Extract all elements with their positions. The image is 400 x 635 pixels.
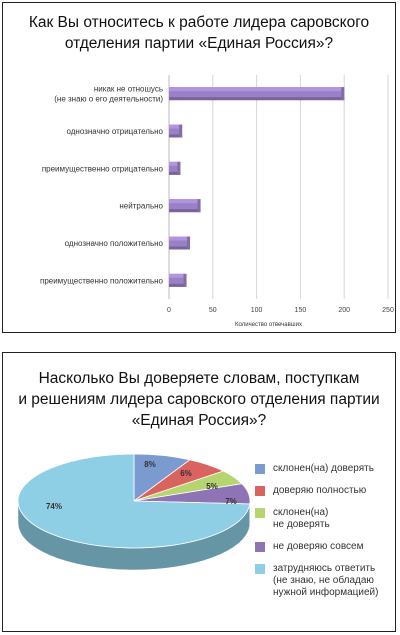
bar-highlight (169, 273, 187, 278)
bar-end-cap (179, 124, 183, 138)
x-tick-label: 200 (338, 307, 350, 314)
x-tick-label: 150 (295, 307, 307, 314)
bar-end-cap (197, 199, 201, 213)
bar-shadow (169, 283, 187, 287)
x-axis-label: Количество отвечавших (235, 322, 302, 328)
bar (169, 124, 183, 138)
legend-label-line: доверяю полностью (273, 485, 367, 496)
bar-end-cap (177, 161, 181, 175)
category-label: однозначно положительно (65, 239, 164, 248)
pie-tops (17, 453, 251, 549)
bar-highlight (169, 161, 181, 166)
bar-face (169, 161, 181, 175)
pie-value-label: 7% (225, 497, 237, 506)
legend-label: доверяю полностью (273, 485, 366, 497)
legend-swatch (255, 464, 265, 474)
x-tick-label: 250 (382, 307, 394, 314)
bar-end-cap (341, 87, 345, 101)
bar (169, 87, 345, 101)
pie-chart-title-line-1: Насколько Вы доверяете словам, поступкам (38, 370, 360, 387)
legend-label: склонен(на) не доверять (273, 507, 330, 531)
legend-swatch (255, 508, 265, 518)
legend-swatch (255, 564, 265, 574)
bar-chart-title: Как Вы относитесь к работе лидера саровс… (3, 12, 395, 54)
legend-label-line: затрудняюсь ответить (273, 563, 376, 574)
bar (169, 236, 191, 250)
pie-value-label: 5% (206, 482, 218, 491)
bar-highlight (169, 87, 345, 92)
pie-chart-panel: Насколько Вы доверяете словам, поступкам… (2, 352, 396, 632)
x-tick-label: 50 (209, 307, 217, 314)
category-label: никак не отношусь (не знаю о его деятельн… (54, 85, 163, 104)
legend-label-line: (не знаю, не обладаю (273, 575, 374, 586)
bar-highlight (169, 199, 201, 204)
pie-chart-title-line-2: и решениям лидера саровского отделения п… (18, 391, 380, 408)
bar-chart-panel: Как Вы относитесь к работе лидера саровс… (2, 2, 396, 333)
legend-label-line: не доверять (273, 519, 330, 530)
bar-end-cap (183, 273, 187, 287)
bar-shadow (169, 134, 183, 138)
legend-item: склонен(на) не доверять (255, 507, 395, 531)
bar-highlight (169, 236, 191, 241)
pie-legend: склонен(на) доверять доверяю полностью скл… (255, 463, 395, 609)
legend-label: затрудняюсь ответить (не знаю, не обладаю… (273, 563, 378, 599)
bar-shadow (169, 171, 181, 175)
pie-value-label: 74% (46, 502, 62, 511)
category-label: нейтрально (119, 202, 163, 211)
legend-item: не доверяю совсем (255, 541, 395, 553)
pie-slice (17, 453, 251, 549)
legend-item: склонен(на) доверять (255, 463, 395, 475)
legend-label-line: не доверяю совсем (273, 541, 364, 552)
bar-chart-title-line-2: отделения партии «Единая Россия»? (64, 35, 334, 52)
legend-label-line: склонен(на) доверять (273, 463, 374, 474)
legend-label-line: склонен(на) (273, 507, 329, 518)
bar-highlight (169, 124, 183, 129)
legend-label-line: нужной информацией) (273, 587, 379, 598)
bar-chart-title-line-1: Как Вы относитесь к работе лидера саровс… (28, 14, 370, 31)
pie-chart-title-line-3: «Единая Россия»? (131, 412, 267, 429)
legend-swatch (255, 486, 265, 496)
legend-item: доверяю полностью (255, 485, 395, 497)
pie-chart-svg: 8% 6% 5% 7% 74% (17, 453, 251, 571)
category-label: преимущественно отрицательно (42, 164, 164, 173)
bar-end-cap (187, 236, 191, 250)
bar (169, 273, 187, 287)
x-tick-label: 0 (167, 307, 171, 314)
bar-shadow (169, 97, 345, 101)
bar (169, 199, 201, 213)
legend-swatch (255, 542, 265, 552)
category-label: однозначно отрицательно (66, 127, 163, 136)
legend-label: не доверяю совсем (273, 541, 363, 553)
bar-chart-svg: 0 50 100 150 200 250 Количество отвечавших ника… (40, 75, 394, 328)
pie-value-label: 8% (144, 460, 156, 469)
bar (169, 161, 181, 175)
pie-chart-title: Насколько Вы доверяете словам, поступкам… (3, 368, 395, 431)
legend-item: затрудняюсь ответить (не знаю, не обладаю… (255, 563, 395, 599)
x-tick-label: 100 (251, 307, 263, 314)
legend-label: склонен(на) доверять (273, 463, 374, 475)
category-label: преимущественно положительно (40, 276, 164, 285)
pie-value-label: 6% (180, 469, 192, 478)
bar-shadow (169, 209, 201, 213)
bar-shadow (169, 246, 191, 250)
